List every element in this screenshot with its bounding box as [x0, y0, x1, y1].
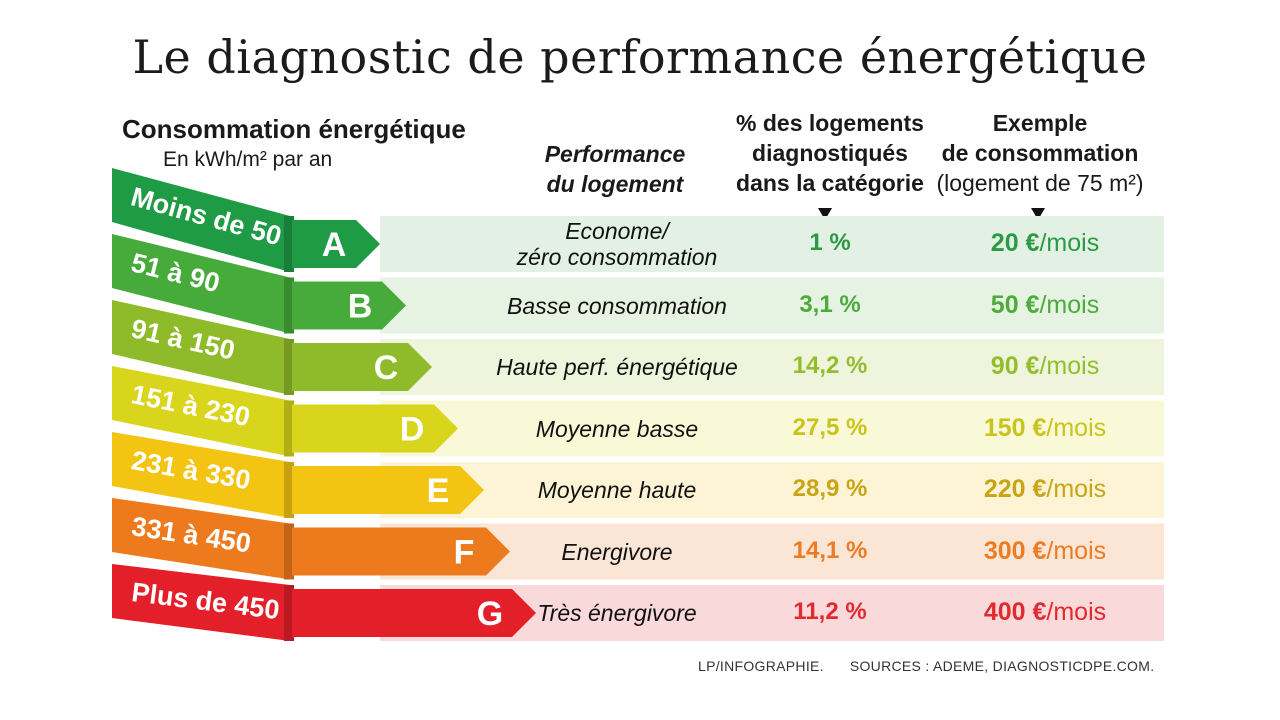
percentage-c: 14,2 % [792, 352, 868, 379]
footer-credit: LP/INFOGRAPHIE. [698, 658, 824, 674]
ribbon-fold-b [284, 277, 294, 334]
cost-e: 220 €/mois [940, 475, 1150, 504]
example-header-line2: de consommation [941, 140, 1139, 166]
performance-c-line1: Haute perf. énergétique [496, 354, 738, 380]
ribbon-fold-d [284, 400, 294, 457]
percentage-header: % des logements diagnostiqués dans la ca… [725, 108, 935, 198]
class-letter-g: G [477, 595, 503, 633]
performance-d-line1: Moyenne basse [535, 415, 699, 442]
ribbon-fold-e [284, 462, 294, 518]
class-arrow-a [292, 220, 380, 268]
percentage-header-line2: diagnostiqués [752, 140, 908, 166]
class-letter-a: A [322, 226, 347, 264]
page-title: Le diagnostic de performance énergétique [132, 30, 1148, 84]
cost-d: 150 €/mois [940, 414, 1150, 443]
performance-header-line1: Performance [544, 141, 686, 167]
cost-b: 50 €/mois [940, 291, 1150, 320]
class-letter-e: E [427, 472, 450, 510]
row-background-b [380, 277, 1164, 334]
percentage-header-line1: % des logements [736, 110, 924, 136]
performance-header-line2: du logement [546, 171, 684, 197]
cost-unit-c: /mois [1039, 352, 1100, 380]
cost-g: 400 €/mois [940, 598, 1150, 627]
cost-unit-e: /mois [1046, 475, 1107, 503]
example-header-line3: (logement de 75 m²) [936, 170, 1144, 196]
consumption-header: Consommation énergétique [122, 114, 466, 144]
performance-b-line1: Basse consommation [507, 292, 727, 319]
performance-e-line1: Moyenne haute [537, 477, 697, 503]
percentage-d: 27,5 % [792, 413, 868, 441]
percentage-f: 14,1 % [792, 536, 868, 564]
row-background-e [380, 462, 1164, 518]
class-arrow-c [292, 343, 432, 391]
range-ribbon-e [112, 432, 290, 518]
row-background-c [380, 339, 1164, 395]
ribbon-fold-g [284, 585, 294, 641]
cost-unit-d: /mois [1046, 413, 1107, 442]
percentage-g: 11,2 % [793, 598, 867, 625]
class-arrow-g [292, 589, 536, 637]
class-letter-d: D [400, 411, 425, 449]
footer: LP/INFOGRAPHIE. SOURCES : ADEME, DIAGNOST… [698, 658, 1154, 674]
performance-e: Moyenne haute [486, 477, 748, 503]
row-background-d [380, 400, 1164, 457]
cost-value-e: 220 € [983, 475, 1047, 503]
performance-c: Haute perf. énergétique [486, 354, 748, 380]
cost-unit-g: /mois [1046, 598, 1107, 626]
percentage-e: 28,9 % [792, 475, 868, 502]
cost-value-c: 90 € [990, 352, 1040, 380]
cost-value-d: 150 € [983, 413, 1047, 442]
ribbon-fold-f [284, 523, 294, 580]
consumption-unit: En kWh/m² par an [163, 148, 333, 171]
cost-value-f: 300 € [983, 536, 1047, 565]
performance-a-line2: zéro consommation [516, 244, 718, 270]
class-arrow-e [292, 466, 484, 514]
cost-unit-b: /mois [1039, 290, 1100, 319]
cost-a: 20 €/mois [940, 229, 1150, 258]
percentage-a: 1 % [809, 229, 851, 256]
cost-unit-a: /mois [1039, 229, 1100, 257]
performance-g: Très énergivore [486, 600, 748, 626]
range-ribbon-b [112, 234, 290, 334]
cost-value-b: 50 € [990, 290, 1040, 319]
performance-a-line1: Econome/ [565, 218, 669, 244]
cost-value-g: 400 € [983, 598, 1047, 626]
class-arrow-d [292, 404, 458, 453]
class-letter-c: C [374, 349, 399, 387]
cost-c: 90 €/mois [940, 352, 1150, 381]
performance-g-line1: Très énergivore [537, 600, 697, 626]
class-arrow-b [292, 281, 406, 330]
performance-a: Econome/zéro consommation [486, 218, 748, 270]
ribbon-fold-a [284, 216, 294, 272]
performance-header: Performance du logement [510, 139, 720, 199]
range-ribbon-f [112, 498, 290, 580]
range-ribbon-a [112, 168, 290, 272]
performance-b: Basse consommation [486, 293, 748, 319]
range-ribbon-g [112, 564, 290, 641]
percentage-header-line3: dans la catégorie [736, 170, 924, 196]
cost-unit-f: /mois [1046, 536, 1107, 565]
cost-value-a: 20 € [990, 229, 1040, 257]
class-arrow-f [292, 527, 510, 576]
class-letter-f: F [454, 534, 475, 572]
performance-d: Moyenne basse [486, 416, 748, 442]
footer-sources: SOURCES : ADEME, DIAGNOSTICDPE.COM. [849, 658, 1155, 674]
example-header: Exemple de consommation (logement de 75 … [935, 108, 1145, 198]
performance-f: Energivore [486, 539, 748, 565]
percentage-b: 3,1 % [799, 290, 861, 318]
class-letter-b: B [348, 288, 373, 326]
range-ribbon-d [112, 366, 290, 457]
performance-f-line1: Energivore [561, 538, 673, 565]
row-background-f [380, 523, 1164, 580]
cost-f: 300 €/mois [940, 537, 1150, 566]
ribbon-fold-c [284, 339, 294, 395]
row-background-a [380, 216, 1164, 272]
example-header-line1: Exemple [992, 110, 1088, 136]
range-ribbon-c [112, 300, 290, 395]
